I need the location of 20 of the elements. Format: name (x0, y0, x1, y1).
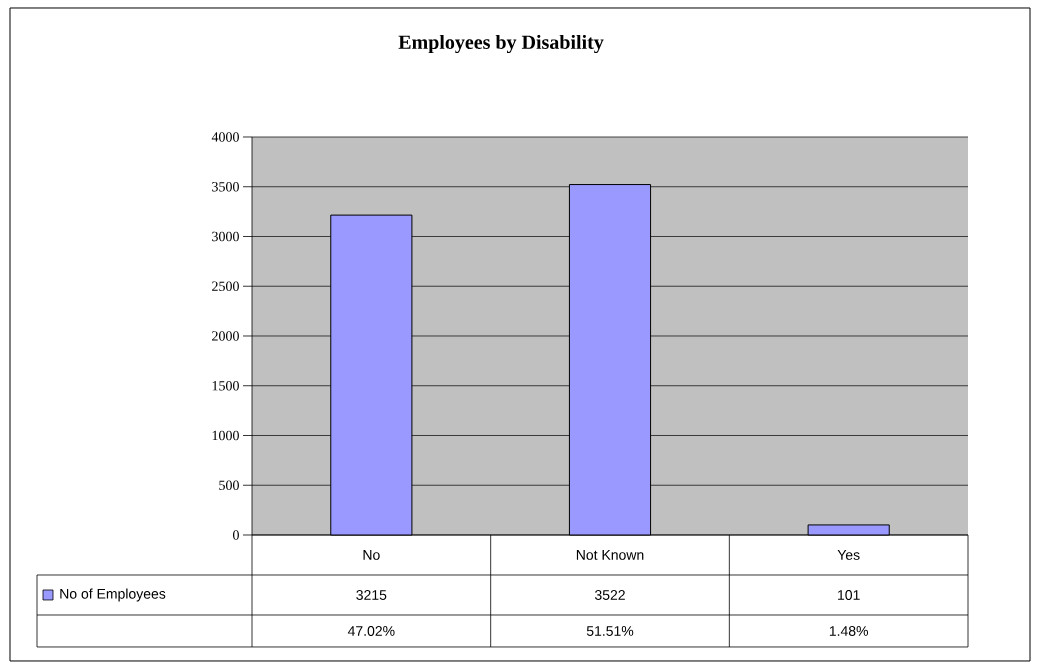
text: 51.51% (586, 626, 634, 636)
y-tick-label: 500 (219, 480, 239, 490)
y-tick-label: 1000 (212, 430, 239, 441)
legend-label: No of Employees (60, 588, 166, 602)
y-tick-label: 1500 (212, 381, 239, 391)
y-tick-label: 3000 (212, 231, 239, 242)
x-tick-label: Yes (837, 550, 860, 560)
data-label: 3522 (594, 590, 625, 600)
text: 47.02% (347, 626, 395, 636)
x-tick-label: No (363, 550, 380, 560)
text: 1.48% (829, 626, 869, 636)
data-label: 101 (838, 590, 860, 600)
y-tick-label: 4000 (211, 132, 239, 142)
y-tick-label: 2500 (212, 281, 239, 291)
x-tick-label: Not Known (576, 550, 644, 560)
y-tick-label: 3500 (212, 182, 239, 192)
y-tick-label: 0 (233, 530, 239, 540)
data-label: 3215 (356, 590, 387, 600)
y-tick-label: 2000 (212, 331, 239, 341)
chart-title: Employees by Disability (398, 34, 604, 54)
